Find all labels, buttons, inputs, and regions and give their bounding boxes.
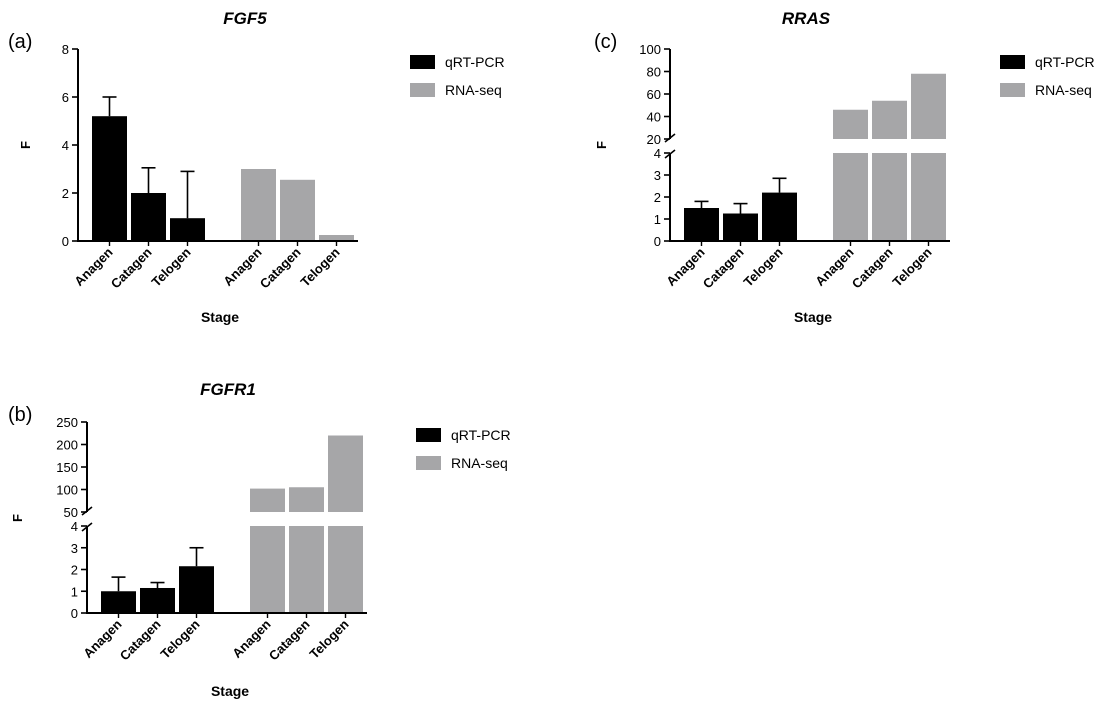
legend-swatch-rna-seq bbox=[416, 456, 441, 470]
y-tick-label: 8 bbox=[62, 42, 69, 57]
legend-label: RNA-seq bbox=[445, 82, 502, 98]
legend-swatch-rna-seq bbox=[1000, 83, 1025, 97]
panel-label: (a) bbox=[8, 31, 32, 53]
panel-label: (b) bbox=[8, 404, 32, 426]
y-axis-label: F bbox=[10, 514, 25, 522]
y-tick-label: 3 bbox=[654, 168, 661, 183]
x-axis-label: Stage bbox=[201, 309, 239, 325]
y-tick-label: 20 bbox=[647, 132, 661, 147]
x-tick-label: Telogen bbox=[157, 616, 202, 661]
x-tick-label: Telogen bbox=[889, 244, 934, 289]
axis-break-mark bbox=[81, 522, 93, 532]
y-tick-label: 250 bbox=[56, 415, 78, 430]
bar-rna-seq-anagen-lower bbox=[833, 153, 868, 241]
bar-rna-seq-catagen bbox=[280, 179, 315, 241]
y-tick-label: 0 bbox=[62, 234, 69, 249]
y-tick-label: 4 bbox=[71, 519, 78, 534]
chart-title: FGF5 bbox=[223, 9, 267, 28]
legend-swatch-rna-seq bbox=[410, 83, 435, 97]
bar-rna-seq-anagen-lower bbox=[250, 526, 285, 613]
y-tick-label: 80 bbox=[647, 65, 661, 80]
y-tick-label: 1 bbox=[654, 212, 661, 227]
y-axis-label: F bbox=[594, 141, 609, 149]
bar-qrt-pcr-catagen bbox=[723, 213, 758, 241]
legend-label: qRT-PCR bbox=[451, 427, 511, 443]
y-axis-label: F bbox=[18, 141, 33, 149]
bar-qrt-pcr-telogen bbox=[179, 566, 214, 613]
bar-rna-seq-telogen bbox=[319, 235, 354, 241]
axis-break-mark bbox=[664, 149, 676, 159]
y-tick-label: 200 bbox=[56, 438, 78, 453]
y-tick-label: 100 bbox=[639, 42, 661, 57]
bar-qrt-pcr-anagen bbox=[684, 208, 719, 241]
legend-swatch-qrt-pcr bbox=[1000, 55, 1025, 69]
bar-qrt-pcr-anagen bbox=[92, 116, 127, 241]
y-tick-label: 40 bbox=[647, 110, 661, 125]
bar-rna-seq-catagen-lower bbox=[872, 153, 907, 241]
chart-title: FGFR1 bbox=[200, 380, 256, 399]
chart-title: RRAS bbox=[782, 9, 831, 28]
y-tick-label: 50 bbox=[64, 505, 78, 520]
y-tick-label: 4 bbox=[62, 138, 69, 153]
bar-qrt-pcr-telogen bbox=[170, 218, 205, 241]
x-tick-label: Telogen bbox=[297, 244, 342, 289]
bar-rna-seq-catagen-upper bbox=[289, 487, 324, 512]
chart-panel-b: (b)FGFR1F0123450100150200250AnagenCatage… bbox=[8, 380, 511, 699]
y-tick-label: 100 bbox=[56, 483, 78, 498]
x-tick-label: Catagen bbox=[257, 244, 304, 291]
legend-label: qRT-PCR bbox=[445, 54, 505, 70]
x-axis-label: Stage bbox=[211, 683, 249, 699]
bar-rna-seq-telogen-lower bbox=[911, 153, 946, 241]
bar-qrt-pcr-catagen bbox=[140, 587, 175, 613]
y-tick-label: 1 bbox=[71, 584, 78, 599]
y-tick-label: 2 bbox=[71, 563, 78, 578]
bar-rna-seq-anagen-upper bbox=[250, 488, 285, 512]
y-tick-label: 3 bbox=[71, 541, 78, 556]
bar-qrt-pcr-anagen bbox=[101, 591, 136, 613]
bar-qrt-pcr-telogen bbox=[762, 192, 797, 241]
legend-swatch-qrt-pcr bbox=[416, 428, 441, 442]
x-tick-label: Catagen bbox=[849, 244, 896, 291]
legend-label: RNA-seq bbox=[451, 455, 508, 471]
bar-rna-seq-catagen-upper bbox=[872, 100, 907, 139]
chart-panel-c: (c)RRASF0123420406080100AnagenCatagenTel… bbox=[594, 9, 1095, 325]
y-tick-label: 6 bbox=[62, 90, 69, 105]
x-tick-label: Telogen bbox=[740, 244, 785, 289]
legend-swatch-qrt-pcr bbox=[410, 55, 435, 69]
y-tick-label: 4 bbox=[654, 146, 661, 161]
x-tick-label: Catagen bbox=[700, 244, 747, 291]
y-tick-label: 150 bbox=[56, 460, 78, 475]
x-tick-label: Catagen bbox=[108, 244, 155, 291]
bar-rna-seq-catagen-lower bbox=[289, 526, 324, 613]
y-tick-label: 0 bbox=[654, 234, 661, 249]
legend-label: RNA-seq bbox=[1035, 82, 1092, 98]
y-tick-label: 2 bbox=[654, 190, 661, 205]
x-tick-label: Catagen bbox=[117, 616, 164, 663]
axis-break-mark bbox=[81, 506, 93, 516]
y-tick-label: 60 bbox=[647, 87, 661, 102]
bar-rna-seq-telogen-upper bbox=[328, 435, 363, 512]
x-axis-label: Stage bbox=[794, 309, 832, 325]
legend-label: qRT-PCR bbox=[1035, 54, 1095, 70]
bar-rna-seq-telogen-upper bbox=[911, 73, 946, 139]
x-tick-label: Telogen bbox=[148, 244, 193, 289]
bar-qrt-pcr-catagen bbox=[131, 193, 166, 241]
axis-break-mark bbox=[664, 133, 676, 143]
y-tick-label: 0 bbox=[71, 606, 78, 621]
y-tick-label: 2 bbox=[62, 186, 69, 201]
x-tick-label: Catagen bbox=[266, 616, 313, 663]
x-tick-label: Telogen bbox=[306, 616, 351, 661]
bar-rna-seq-anagen-upper bbox=[833, 109, 868, 139]
panel-label: (c) bbox=[594, 31, 617, 53]
bar-rna-seq-anagen bbox=[241, 169, 276, 241]
bar-rna-seq-telogen-lower bbox=[328, 526, 363, 613]
